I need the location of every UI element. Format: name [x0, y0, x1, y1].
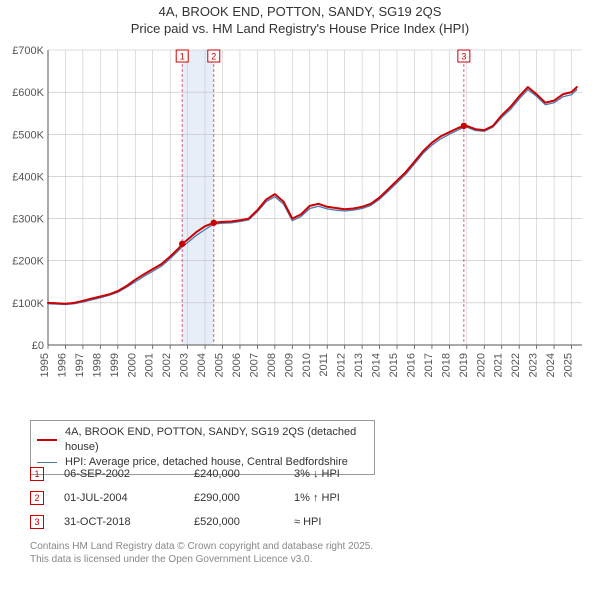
- chart-area: £0 £100K £200K £300K £400K £500K £600K £700K 199…: [10, 45, 590, 415]
- svg-text:2003: 2003: [179, 353, 191, 377]
- svg-text:2006: 2006: [231, 353, 243, 377]
- svg-text:£600K: £600K: [12, 87, 44, 99]
- footer-line-2: This data is licensed under the Open Gov…: [30, 553, 570, 566]
- svg-text:2001: 2001: [144, 353, 156, 377]
- svg-text:2009: 2009: [283, 353, 295, 377]
- svg-text:2017: 2017: [423, 353, 435, 377]
- svg-text:2016: 2016: [405, 353, 417, 377]
- svg-text:2015: 2015: [388, 353, 400, 377]
- sales-date: 06-SEP-2002: [64, 468, 194, 480]
- svg-text:2010: 2010: [301, 353, 313, 377]
- title-sub: Price paid vs. HM Land Registry's House …: [0, 21, 600, 36]
- svg-text:2020: 2020: [475, 353, 487, 377]
- sales-row: 1 06-SEP-2002£240,0003% ↓ HPI: [30, 462, 394, 486]
- svg-text:1998: 1998: [91, 353, 103, 377]
- svg-text:2011: 2011: [318, 353, 330, 377]
- svg-text:1996: 1996: [56, 353, 68, 377]
- sales-diff: 3% ↓ HPI: [294, 468, 394, 480]
- sales-price: £520,000: [194, 516, 294, 528]
- legend-row: 4A, BROOK END, POTTON, SANDY, SG19 2QS (…: [37, 425, 368, 455]
- svg-text:1995: 1995: [39, 353, 51, 377]
- chart-container: 4A, BROOK END, POTTON, SANDY, SG19 2QS P…: [0, 0, 600, 590]
- sales-row: 2 01-JUL-2004£290,0001% ↑ HPI: [30, 486, 394, 510]
- svg-text:1999: 1999: [109, 353, 121, 377]
- sales-date: 31-OCT-2018: [64, 516, 194, 528]
- footer: Contains HM Land Registry data © Crown c…: [30, 540, 570, 566]
- svg-text:2024: 2024: [545, 353, 557, 377]
- svg-text:2022: 2022: [510, 353, 522, 377]
- svg-text:3: 3: [461, 52, 466, 62]
- svg-text:2008: 2008: [266, 353, 278, 377]
- sales-date: 01-JUL-2004: [64, 492, 194, 504]
- svg-text:2005: 2005: [214, 353, 226, 377]
- svg-text:2012: 2012: [336, 353, 348, 377]
- svg-text:1997: 1997: [74, 353, 86, 377]
- svg-text:2014: 2014: [371, 353, 383, 377]
- titles: 4A, BROOK END, POTTON, SANDY, SG19 2QS P…: [0, 0, 600, 36]
- legend-label: 4A, BROOK END, POTTON, SANDY, SG19 2QS (…: [65, 425, 368, 455]
- legend-swatch: [37, 439, 57, 441]
- chart-svg: £0 £100K £200K £300K £400K £500K £600K £700K 199…: [10, 45, 590, 385]
- svg-text:2004: 2004: [196, 353, 208, 377]
- sales-diff: 1% ↑ HPI: [294, 492, 394, 504]
- svg-text:2: 2: [211, 52, 216, 62]
- svg-text:2025: 2025: [563, 353, 575, 377]
- svg-text:2021: 2021: [493, 353, 505, 377]
- sales-table: 1 06-SEP-2002£240,0003% ↓ HPI 2 01-JUL-2004…: [30, 462, 394, 534]
- svg-text:1: 1: [180, 52, 185, 62]
- svg-text:2019: 2019: [458, 353, 470, 377]
- sales-price: £290,000: [194, 492, 294, 504]
- sales-price: £240,000: [194, 468, 294, 480]
- sales-marker-box: 1: [30, 467, 44, 481]
- svg-text:£0: £0: [32, 340, 44, 352]
- title-main: 4A, BROOK END, POTTON, SANDY, SG19 2QS: [0, 4, 600, 19]
- svg-text:2007: 2007: [248, 353, 260, 377]
- sales-diff: ≈ HPI: [294, 516, 394, 528]
- svg-text:£500K: £500K: [12, 129, 44, 141]
- svg-text:£400K: £400K: [12, 171, 44, 183]
- svg-text:2018: 2018: [440, 353, 452, 377]
- sales-marker-box: 2: [30, 491, 44, 505]
- footer-line-1: Contains HM Land Registry data © Crown c…: [30, 540, 570, 553]
- sales-row: 3 31-OCT-2018£520,000≈ HPI: [30, 510, 394, 534]
- svg-text:2000: 2000: [126, 353, 138, 377]
- svg-text:£700K: £700K: [12, 45, 44, 57]
- svg-text:£200K: £200K: [12, 256, 44, 268]
- svg-text:2023: 2023: [528, 353, 540, 377]
- svg-text:£300K: £300K: [12, 214, 44, 226]
- svg-text:2002: 2002: [161, 353, 173, 377]
- sales-marker-box: 3: [30, 515, 44, 529]
- svg-text:2013: 2013: [353, 353, 365, 377]
- svg-text:£100K: £100K: [12, 298, 44, 310]
